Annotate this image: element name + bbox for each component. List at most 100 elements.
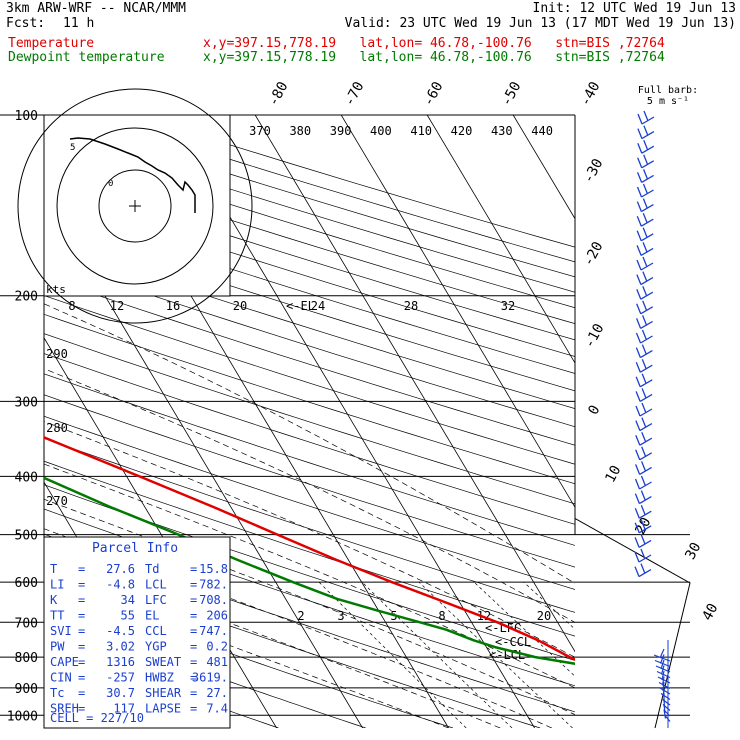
wind-barb: [634, 548, 652, 563]
hodograph-units: kts: [46, 283, 66, 296]
isotherm-tick-label: 40: [699, 601, 721, 623]
temperature-line: [44, 435, 575, 661]
parcel-key: CAPE: [50, 655, 79, 669]
wind-barb: [636, 285, 654, 300]
hodograph-ring-label: 8: [68, 299, 75, 313]
forecast-label: Fcst:: [6, 16, 46, 31]
ccl-marker: <-CCL: [495, 635, 531, 649]
hodograph-trace: [69, 137, 196, 213]
parcel-key: PW: [50, 640, 65, 654]
parcel-key: SREH: [50, 702, 79, 716]
parcel-value: -257: [106, 671, 135, 685]
parcel-value: 3.02: [106, 640, 135, 654]
wind-barb: [634, 519, 652, 534]
parcel-key: LFC: [145, 593, 167, 607]
pressure-tick-label: 400: [15, 470, 38, 485]
dewpoint-line: [44, 476, 575, 666]
theta-tick-label: 270: [46, 494, 68, 508]
parcel-key: K: [50, 593, 58, 607]
parcel-key: LCL: [145, 578, 167, 592]
wind-barb: [635, 431, 653, 446]
model-title: 3km ARW-WRF -- NCAR/MMM: [6, 1, 187, 16]
dry-adiabat-line: [44, 614, 366, 728]
hodograph-ring-label: 32: [501, 299, 515, 313]
wind-barb: [635, 388, 653, 402]
isotherm-tick-label: -30: [580, 156, 606, 186]
wind-barb: [637, 110, 655, 125]
isotherm-tick-label: 0: [585, 403, 603, 418]
mixing-ratio-label: 8: [438, 609, 445, 623]
theta-tick-label: 390: [330, 124, 352, 138]
hodograph-marker-label: 0: [108, 179, 113, 189]
wind-scale-units: 5 m s⁻¹: [647, 96, 689, 107]
hodograph-ring-label: 20: [233, 299, 247, 313]
parcel-key: TT: [50, 609, 64, 623]
dry-adiabat-line: [44, 224, 575, 392]
theta-tick-label: 290: [46, 347, 68, 361]
parcel-key: Td: [145, 562, 159, 576]
parcel-equals: =: [78, 702, 85, 716]
wind-barb: [634, 475, 652, 490]
dry-adiabat-line: [44, 438, 575, 613]
parcel-equals: =: [190, 671, 197, 685]
parcel-key: CIN: [50, 671, 72, 685]
parcel-equals: =: [78, 624, 85, 638]
parcel-equals: =: [78, 655, 85, 669]
pressure-tick-label: 200: [15, 290, 38, 305]
parcel-value: 34: [121, 593, 135, 607]
mixing-ratio-line: [361, 581, 513, 728]
parcel-equals: =: [190, 593, 197, 607]
dry-adiabat-line: [44, 460, 575, 637]
parcel-equals: =: [78, 562, 85, 576]
wind-barb: [637, 125, 655, 140]
pressure-tick-label: 100: [15, 109, 38, 124]
hodograph-ring: [56, 127, 214, 285]
parcel-value: 747.: [199, 624, 228, 638]
moist-adiabat-line: [44, 420, 575, 658]
pressure-tick-label: 500: [15, 529, 38, 544]
moist-adiabat-line: [44, 463, 575, 689]
el-marker: <-EL: [286, 299, 315, 313]
wind-barb: [635, 373, 653, 388]
parcel-key: LAPSE: [145, 702, 181, 716]
pressure-tick-label: 800: [15, 651, 38, 666]
parcel-equals: =: [78, 609, 85, 623]
isotherm-tick-label: -50: [498, 79, 524, 109]
wind-barb: [634, 490, 652, 505]
dry-adiabat-line: [44, 241, 575, 409]
dry-adiabat-line: [44, 586, 454, 728]
wind-barb: [635, 402, 653, 417]
theta-tick-label: 400: [370, 124, 392, 138]
wind-barb: [636, 271, 654, 286]
hodograph-ring-label: 24: [311, 299, 325, 313]
parcel-value: 27.: [206, 686, 228, 700]
hodograph-marker-label: 5: [70, 143, 75, 153]
isotherm-line: [0, 115, 19, 728]
moist-adiabat-line: [44, 498, 575, 716]
parcel-equals: =: [190, 624, 197, 638]
wind-barb: [634, 461, 652, 475]
wind-barb: [636, 300, 654, 315]
isotherm-line: [254, 115, 575, 653]
parcel-value: -4.8: [106, 578, 135, 592]
wind-barb: [634, 504, 652, 519]
dry-adiabat-line: [44, 295, 575, 465]
parcel-equals: =: [190, 609, 197, 623]
parcel-value: 15.8: [199, 562, 228, 576]
parcel-value: 7.4: [206, 702, 228, 716]
hodograph: 5 0 kts: [17, 88, 253, 324]
parcel-equals: =: [190, 640, 197, 654]
valid-time: Valid: 23 UTC Wed 19 Jun 13 (17 MDT Wed …: [344, 16, 736, 31]
hodograph-ring-label: 12: [110, 299, 124, 313]
theta-tick-label: 380: [289, 124, 311, 138]
isotherm-tick-label: 10: [602, 463, 624, 485]
pressure-tick-label: 600: [15, 576, 38, 591]
isotherm-tick-label: -60: [420, 79, 446, 109]
dry-adiabat-line: [44, 333, 575, 505]
parcel-box-frame: [43, 536, 231, 729]
parcel-value: 117: [113, 702, 135, 716]
mixing-ratio-line: [418, 581, 573, 728]
